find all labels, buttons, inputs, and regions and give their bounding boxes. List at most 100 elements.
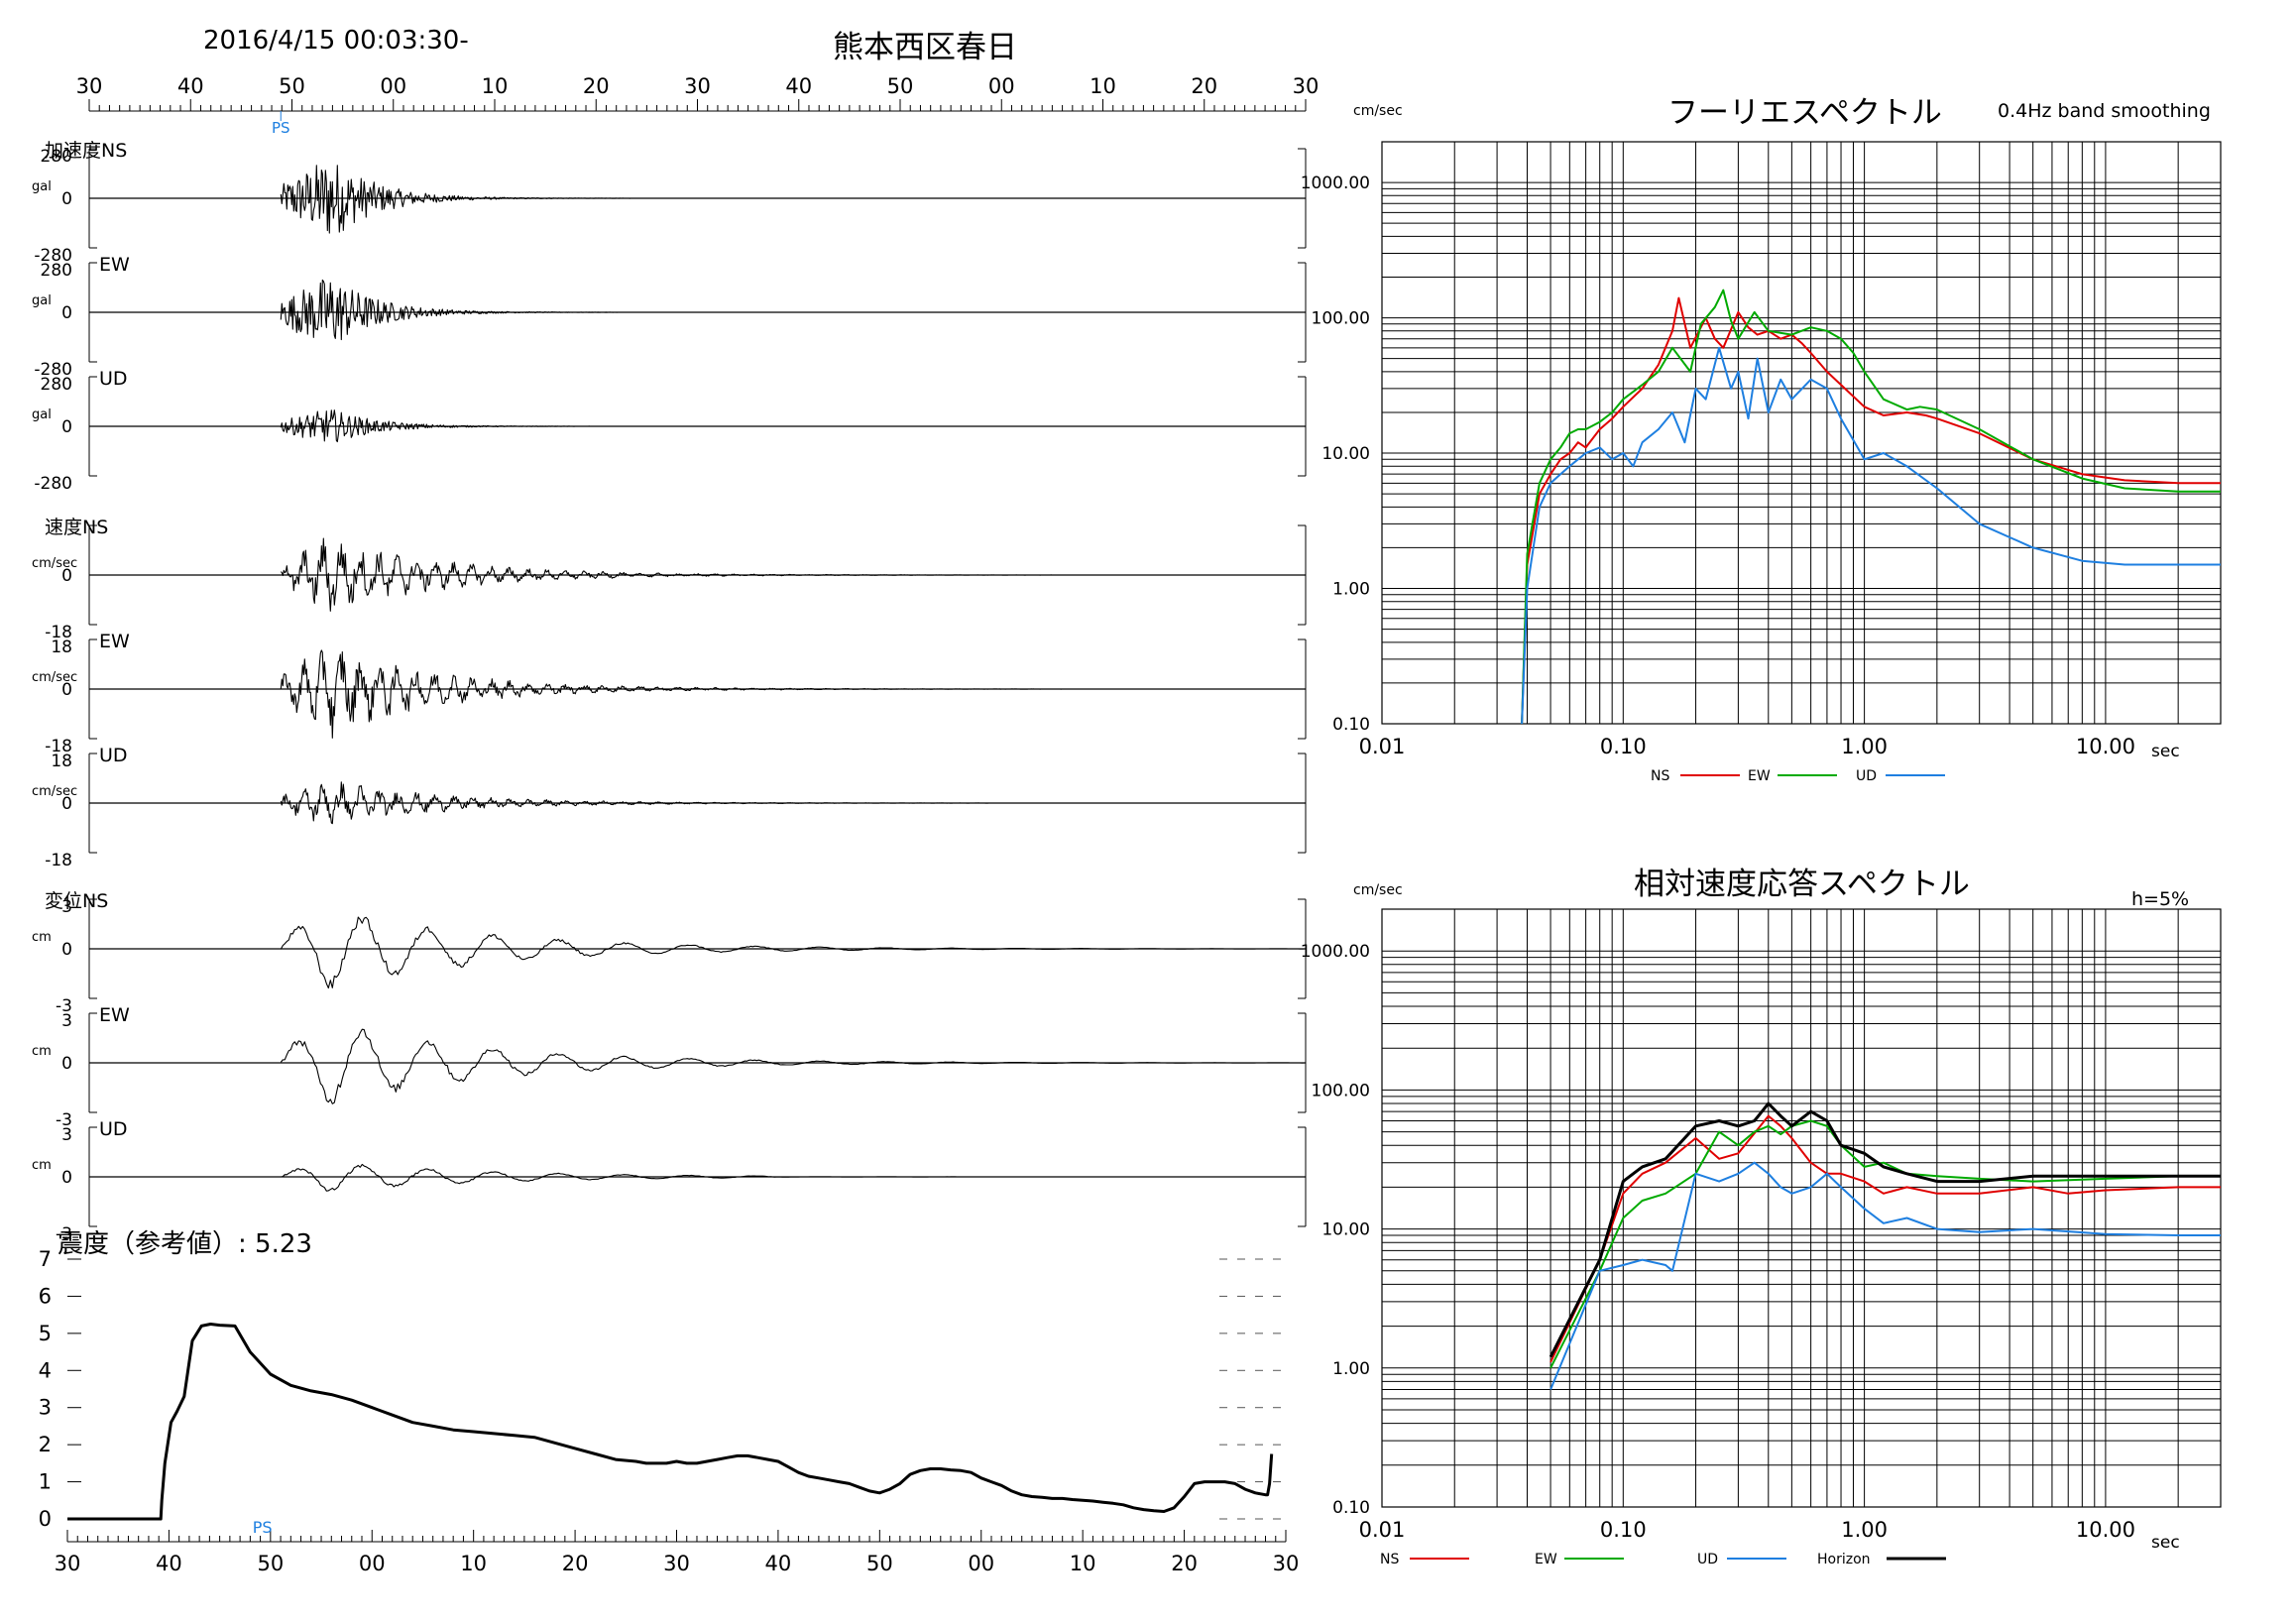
waveform-range-bottom: -3 <box>56 996 72 1016</box>
fourier-series-ud <box>1521 346 2221 725</box>
waveform-range-zero: 0 <box>61 566 72 586</box>
bottom-time-tick-label: 30 <box>55 1552 81 1575</box>
response-title: 相対速度応答スペクトル <box>1634 867 1970 902</box>
intensity-y-tick-label: 7 <box>39 1247 52 1271</box>
response-series-ud <box>1550 1161 2221 1390</box>
waveform-range-top: 280 <box>41 375 72 395</box>
bottom-time-tick-label: 20 <box>1171 1552 1198 1575</box>
waveform-unit-label: cm <box>32 930 52 945</box>
waveform-component-label: EW <box>99 1004 130 1026</box>
bottom-time-tick-label: 30 <box>663 1552 690 1575</box>
waveform-range-top: 18 <box>51 638 72 657</box>
waveform-unit-label: cm <box>32 1158 52 1173</box>
waveform-range-bottom: -18 <box>45 851 72 870</box>
waveform-trace-group <box>280 409 1306 443</box>
response-series-horizon <box>1549 1101 2221 1358</box>
top-time-tick-label: 10 <box>482 74 509 98</box>
waveform-unit-label: cm/sec <box>32 556 77 571</box>
waveform-trace-group <box>280 916 1305 989</box>
waveform-range-top: 3 <box>61 1125 72 1145</box>
waveform-range-zero: 0 <box>61 303 72 323</box>
top-time-tick-label: 30 <box>76 74 103 98</box>
bottom-time-tick-label: 50 <box>866 1552 893 1575</box>
waveform-trace <box>280 649 1306 739</box>
bottom-time-tick-label: 10 <box>460 1552 487 1575</box>
top-time-tick-label: 20 <box>583 74 610 98</box>
response-damping: h=5% <box>2131 888 2190 910</box>
top-time-tick-label: 50 <box>887 74 914 98</box>
bottom-time-tick-label: 40 <box>765 1552 792 1575</box>
start-time: 2016/4/15 00:03:30- <box>203 26 469 56</box>
waveform-component-label: EW <box>99 631 130 652</box>
fourier-subtitle: 0.4Hz band smoothing <box>1998 100 2211 122</box>
waveform-range-zero: 0 <box>61 1168 72 1188</box>
waveform-component-label: UD <box>99 1118 128 1140</box>
response-legend-label: UD <box>1697 1552 1718 1567</box>
waveform-range-top: 18 <box>51 752 72 771</box>
waveform-unit-label: gal <box>32 407 52 422</box>
waveform-range-zero: 0 <box>61 680 72 700</box>
waveform-range-bottom: -18 <box>45 623 72 642</box>
waveform-range-bottom: -3 <box>56 1224 72 1244</box>
top-time-tick-label: 40 <box>177 74 204 98</box>
waveform-trace <box>280 165 1306 234</box>
response-legend-label: NS <box>1380 1552 1399 1567</box>
intensity-y-tick-label: 3 <box>39 1396 52 1420</box>
waveform-unit-label: gal <box>32 179 52 194</box>
bottom-time-tick-label: 10 <box>1070 1552 1096 1575</box>
waveform-trace <box>280 537 1306 612</box>
waveform-trace <box>280 1028 1305 1104</box>
fourier-x-tick-label: 0.10 <box>1600 735 1647 758</box>
fourier-legend-label: NS <box>1651 768 1669 784</box>
waveform-component-label: EW <box>99 254 130 276</box>
waveform-trace-group <box>280 781 1306 825</box>
waveform-range-bottom: -280 <box>34 474 72 494</box>
waveform-range-zero: 0 <box>61 940 72 960</box>
fourier-legend-label: EW <box>1748 768 1771 784</box>
waveform-range-top: 280 <box>41 261 72 281</box>
station-name: 熊本西区春日 <box>833 30 1017 65</box>
top-time-tick-label: 00 <box>380 74 406 98</box>
response-x-unit: sec <box>2151 1533 2180 1553</box>
waveform-range-top: 3 <box>61 897 72 917</box>
ps-marker-bottom: PS <box>253 1518 273 1537</box>
bottom-time-tick-label: 30 <box>1273 1552 1300 1575</box>
waveform-trace-group <box>280 279 1306 341</box>
response-legend-label: EW <box>1535 1552 1557 1567</box>
waveform-range-zero: 0 <box>61 189 72 209</box>
fourier-y-tick-label: 1.00 <box>1332 580 1370 600</box>
top-time-tick-label: 30 <box>684 74 711 98</box>
waveform-trace-group <box>280 649 1306 739</box>
waveform-unit-label: cm <box>32 1044 52 1059</box>
waveform-range-zero: 0 <box>61 417 72 437</box>
ps-marker-top: PS <box>272 119 290 137</box>
bottom-time-tick-label: 20 <box>562 1552 589 1575</box>
top-time-tick-label: 30 <box>1293 74 1320 98</box>
top-time-tick-label: 20 <box>1191 74 1217 98</box>
waveform-component-label: UD <box>99 368 128 390</box>
fourier-y-tick-label: 0.10 <box>1332 715 1370 735</box>
top-time-tick-label: 40 <box>785 74 812 98</box>
fourier-y-tick-label: 10.00 <box>1321 444 1370 464</box>
intensity-y-tick-label: 4 <box>39 1358 52 1382</box>
response-y-tick-label: 100.00 <box>1312 1081 1370 1101</box>
fourier-x-tick-label: 1.00 <box>1841 735 1888 758</box>
waveform-range-bottom: -280 <box>34 360 72 380</box>
waveform-trace <box>280 781 1306 825</box>
waveform-range-top: 3 <box>61 1011 72 1031</box>
intensity-line <box>67 1323 1274 1521</box>
response-series-ns <box>1550 1114 2221 1363</box>
response-x-tick-label: 0.01 <box>1359 1518 1406 1542</box>
intensity-y-tick-label: 5 <box>39 1322 52 1345</box>
waveform-component-label: 加速度NS <box>45 140 127 162</box>
response-x-tick-label: 1.00 <box>1841 1518 1888 1542</box>
waveform-unit-label: cm/sec <box>32 784 77 799</box>
response-y-tick-label: 1000.00 <box>1301 942 1370 962</box>
waveform-unit-label: cm/sec <box>32 670 77 685</box>
fourier-x-tick-label: 10.00 <box>2076 735 2135 758</box>
fourier-series-ns <box>1521 296 2221 725</box>
bottom-time-tick-label: 50 <box>257 1552 284 1575</box>
waveform-component-label: UD <box>99 745 128 766</box>
